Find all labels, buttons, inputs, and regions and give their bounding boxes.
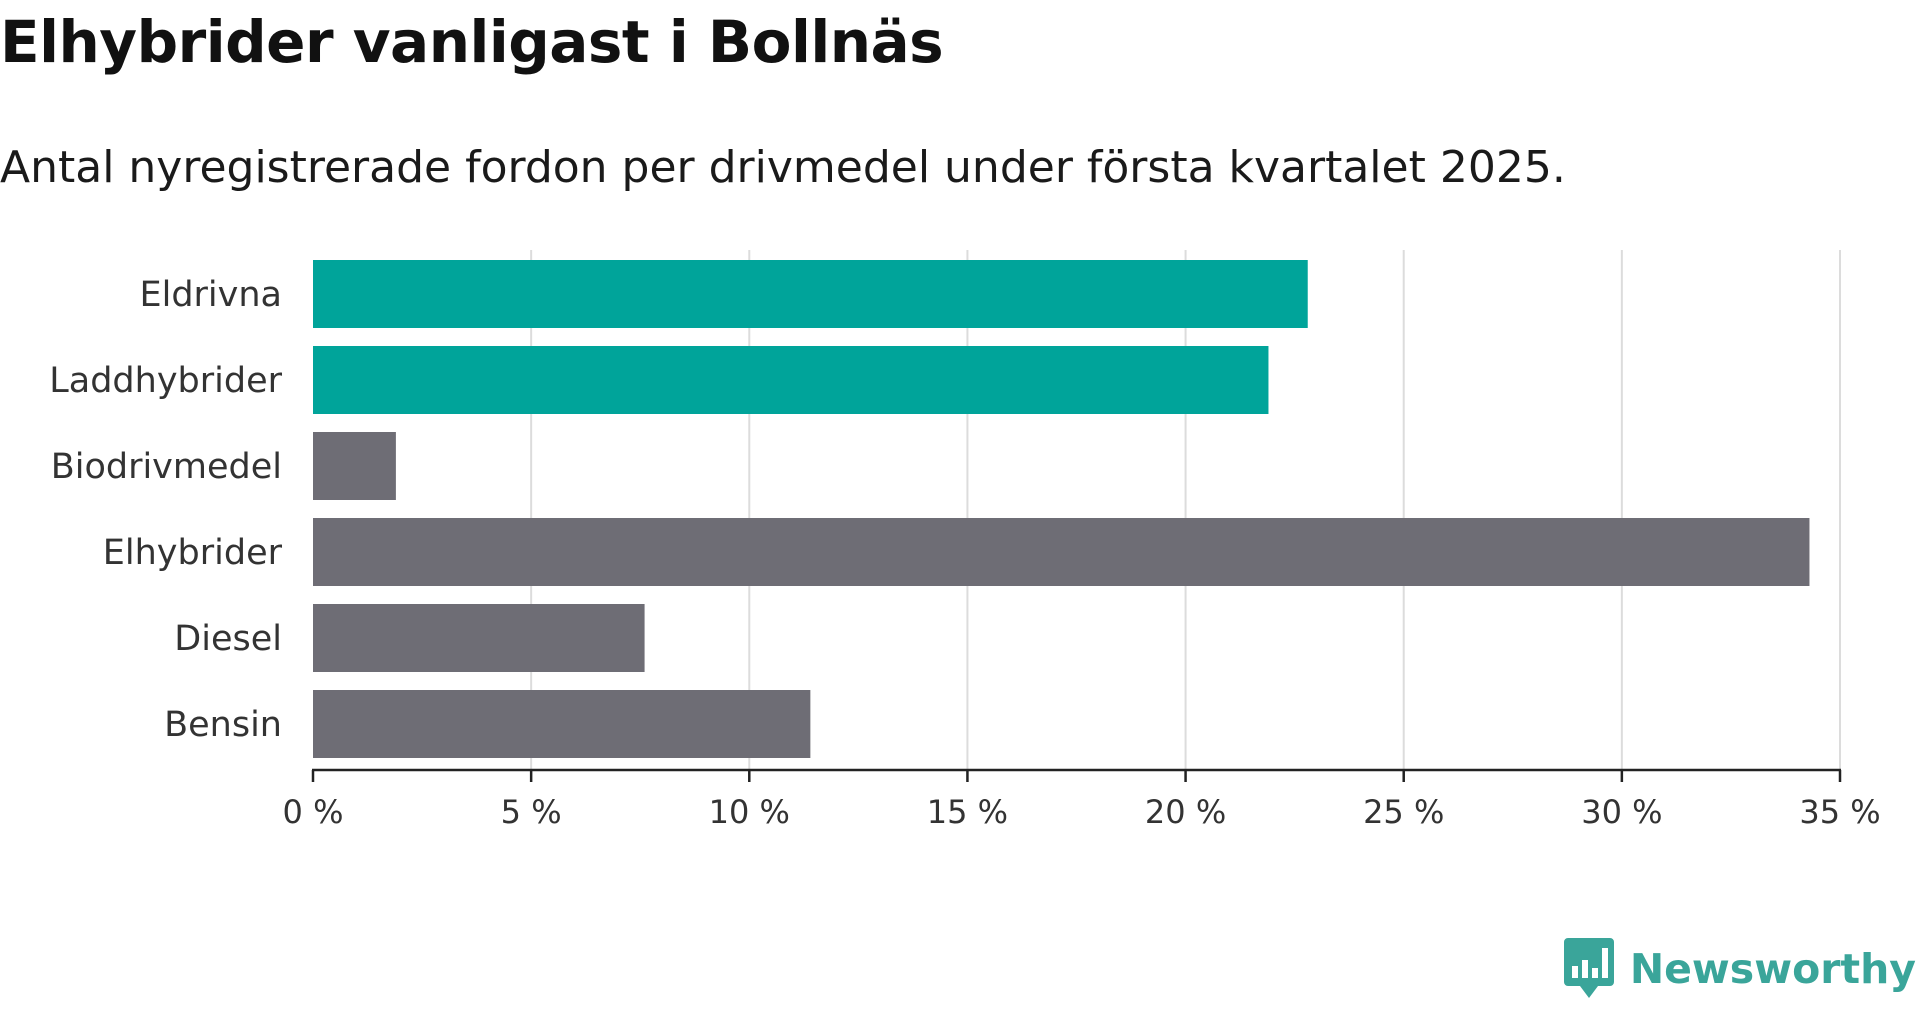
bar-diesel	[313, 604, 645, 672]
x-tick-label: 20 %	[1145, 793, 1226, 831]
category-label: Bensin	[164, 705, 282, 745]
chart-title: Elhybrider vanligast i Bollnäs	[0, 8, 944, 76]
x-tick-label: 15 %	[927, 793, 1008, 831]
category-label: Eldrivna	[139, 275, 282, 315]
bars	[313, 260, 1810, 758]
x-tick-label: 0 %	[283, 793, 344, 831]
x-tick-label: 35 %	[1799, 793, 1880, 831]
x-tick-label: 30 %	[1581, 793, 1662, 831]
grid-lines	[530, 250, 1841, 770]
bar-laddhybrider	[313, 346, 1269, 414]
category-label: Biodrivmedel	[51, 447, 282, 487]
x-tick-label: 25 %	[1363, 793, 1444, 831]
bar-elhybrider	[313, 518, 1810, 586]
chart-subtitle: Antal nyregistrerade fordon per drivmede…	[0, 142, 1566, 193]
brand-logo: Newsworthy	[1562, 928, 1916, 1010]
brand-name: Newsworthy	[1629, 945, 1916, 993]
bar-biodrivmedel	[313, 432, 396, 500]
x-tick-label: 5 %	[501, 793, 562, 831]
x-tick-label: 10 %	[709, 793, 790, 831]
category-label: Diesel	[174, 619, 282, 659]
category-label: Laddhybrider	[49, 361, 282, 401]
x-axis: 0 % 5 % 10 % 15 % 20 % 25 % 30 % 35 %	[283, 768, 1881, 831]
category-label: Elhybrider	[103, 533, 283, 573]
bar-eldrivna	[313, 260, 1308, 328]
newsworthy-logo-icon	[1563, 938, 1614, 998]
category-labels: Eldrivna Laddhybrider Biodrivmedel Elhybrid…	[49, 275, 282, 745]
bar-bensin	[313, 690, 811, 758]
